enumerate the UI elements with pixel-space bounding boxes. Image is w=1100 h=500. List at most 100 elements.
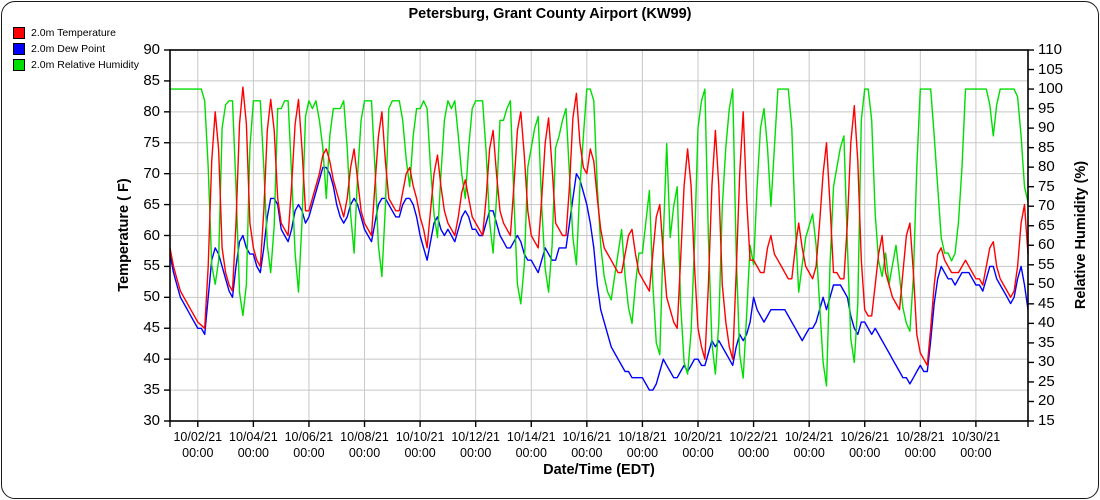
temperature-tick-label: 75 <box>143 133 160 151</box>
tick-date: 10/04/21 <box>229 430 278 444</box>
tick-date: 10/18/21 <box>618 430 667 444</box>
tick-time: 00:00 <box>182 446 214 460</box>
gridlines <box>170 50 1028 421</box>
humidity-tick-label: 105 <box>1038 60 1064 78</box>
temperature-line <box>169 86 1029 367</box>
tick-time: 00:00 <box>293 446 325 460</box>
temperature-tick-label: 45 <box>143 319 160 337</box>
datetime-tick-label: 10/08/21 00:00 <box>327 429 403 461</box>
tick-time: 00:00 <box>626 446 659 460</box>
datetime-tick-label: 10/24/21 00:00 <box>771 429 847 461</box>
datetime-tick-label: 10/30/21 00:00 <box>938 429 1014 461</box>
tick-date: 10/16/21 <box>562 430 612 444</box>
humidity-tick-label: 30 <box>1038 353 1055 371</box>
datetime-tick-label: 10/18/21 00:00 <box>604 429 680 461</box>
temperature-tick-label: 35 <box>143 381 160 399</box>
datetime-tick-label: 10/02/21 00:00 <box>160 429 236 461</box>
tick-time: 00:00 <box>571 446 603 460</box>
temperature-tick-label: 65 <box>143 195 160 213</box>
datetime-tick-label: 10/10/21 00:00 <box>382 429 458 461</box>
humidity-tick-label: 95 <box>1038 99 1055 117</box>
tick-time: 00:00 <box>960 446 992 460</box>
humidity-tick-label: 45 <box>1038 294 1055 312</box>
humidity-tick-label: 40 <box>1038 314 1055 332</box>
humidity-line <box>170 88 1029 387</box>
tick-date: 10/06/21 <box>284 430 334 444</box>
tick-date: 10/26/21 <box>840 430 890 444</box>
temperature-tick-label: 60 <box>143 226 160 244</box>
humidity-tick-label: 100 <box>1038 80 1064 98</box>
humidity-tick-label: 55 <box>1038 255 1055 273</box>
tick-time: 00:00 <box>348 446 381 460</box>
humidity-tick-label: 110 <box>1038 41 1062 58</box>
tick-date: 10/28/21 <box>895 430 945 444</box>
axis-ticks <box>164 49 1034 427</box>
legend-swatch-icon <box>13 43 25 55</box>
tick-time: 00:00 <box>460 446 492 460</box>
humidity-tick-label: 35 <box>1038 333 1055 351</box>
datetime-tick-label: 10/16/21 00:00 <box>549 429 625 461</box>
datetime-axis-title-text: Date/Time (EDT) <box>543 462 655 478</box>
tick-time: 00:00 <box>849 446 881 460</box>
temperature-tick-label: 30 <box>143 412 160 429</box>
tick-time: 00:00 <box>237 446 269 460</box>
temperature-tick-label: 70 <box>143 164 160 182</box>
humidity-tick-label: 80 <box>1038 158 1055 176</box>
humidity-tick-label: 25 <box>1038 372 1055 390</box>
tick-date: 10/30/21 <box>951 430 1001 444</box>
humidity-tick-label: 20 <box>1038 392 1055 410</box>
tick-date: 10/08/21 <box>340 430 389 444</box>
tick-date: 10/02/21 <box>173 430 223 444</box>
temperature-tick-label: 55 <box>143 257 160 275</box>
humidity-tick-label: 50 <box>1038 275 1055 293</box>
tick-date: 10/20/21 <box>673 430 723 444</box>
datetime-tick-label: 10/20/21 00:00 <box>660 429 736 461</box>
temperature-tick-label: 90 <box>143 41 160 58</box>
humidity-tick-label: 70 <box>1038 197 1055 215</box>
humidity-tick-label: 85 <box>1038 138 1055 156</box>
legend-item: 2.0m Relative Humidity <box>13 57 139 73</box>
datetime-tick-label: 10/26/21 00:00 <box>827 429 903 461</box>
datetime-tick-label: 10/28/21 00:00 <box>882 429 958 461</box>
tick-date: 10/24/21 <box>784 430 834 444</box>
datetime-tick-label: 10/06/21 00:00 <box>271 429 347 461</box>
temperature-tick-label: 85 <box>143 71 160 89</box>
tick-date: 10/22/21 <box>729 430 778 444</box>
tick-time: 00:00 <box>515 446 547 460</box>
humidity-axis-title: Relative Humidity (%) <box>1073 160 1089 310</box>
humidity-tick-label: 65 <box>1038 216 1055 234</box>
tick-time: 00:00 <box>737 446 770 460</box>
datetime-tick-label: 10/04/21 00:00 <box>215 429 291 461</box>
legend-label: 2.0m Temperature <box>31 27 117 39</box>
datetime-tick-label: 10/22/21 00:00 <box>716 429 792 461</box>
humidity-tick-label: 15 <box>1038 412 1055 429</box>
legend-swatch-icon <box>13 27 25 39</box>
tick-time: 00:00 <box>682 446 714 460</box>
humidity-tick-label: 75 <box>1038 177 1055 195</box>
tick-time: 00:00 <box>904 446 936 460</box>
datetime-tick-label: 10/12/21 00:00 <box>438 429 514 461</box>
datetime-tick-label: 10/14/21 00:00 <box>493 429 569 461</box>
tick-time: 00:00 <box>793 446 825 460</box>
dewpoint-line <box>169 166 1029 391</box>
humidity-tick-label: 90 <box>1038 119 1055 137</box>
tick-time: 00:00 <box>404 446 436 460</box>
temperature-axis-title: Temperature ( F) <box>116 178 132 292</box>
legend-item: 2.0m Temperature <box>13 25 139 41</box>
tick-date: 10/12/21 <box>451 430 500 444</box>
tick-date: 10/10/21 <box>395 430 445 444</box>
datetime-axis-title: Date/Time (EDT) <box>499 462 699 478</box>
temperature-tick-label: 50 <box>143 288 160 306</box>
legend-item: 2.0m Dew Point <box>13 41 139 57</box>
temperature-tick-label: 80 <box>143 102 160 120</box>
temperature-tick-label: 40 <box>143 350 160 368</box>
legend-swatch-icon <box>13 59 25 71</box>
humidity-tick-label: 60 <box>1038 236 1055 254</box>
chart-title: Petersburg, Grant County Airport (KW99) <box>408 6 692 22</box>
legend-label: 2.0m Relative Humidity <box>31 59 139 71</box>
legend-label: 2.0m Dew Point <box>31 43 106 55</box>
chart-legend: 2.0m Temperature 2.0m Dew Point 2.0m Relat… <box>13 25 139 73</box>
tick-date: 10/14/21 <box>506 430 556 444</box>
